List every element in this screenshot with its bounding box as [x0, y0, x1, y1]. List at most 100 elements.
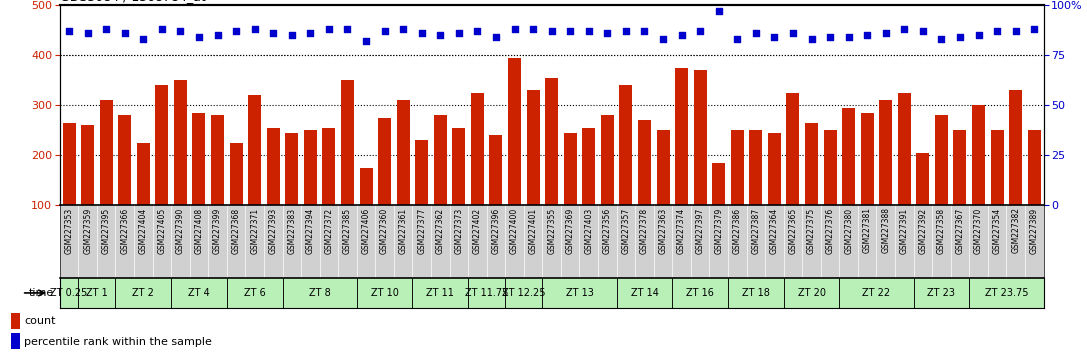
- Text: GSM227382: GSM227382: [1011, 207, 1021, 253]
- Point: [468, 28, 486, 34]
- Bar: [638, 120, 651, 255]
- Text: GSM227368: GSM227368: [232, 207, 240, 253]
- Text: ZT 8: ZT 8: [309, 288, 330, 298]
- Point: [765, 34, 783, 40]
- Text: GSM227394: GSM227394: [305, 207, 315, 254]
- Text: GSM227370: GSM227370: [974, 207, 983, 254]
- Bar: [916, 153, 929, 255]
- Bar: [505, 278, 542, 308]
- Text: GSM227358: GSM227358: [937, 207, 946, 253]
- Point: [822, 34, 839, 40]
- Bar: [898, 93, 911, 255]
- Bar: [171, 278, 227, 308]
- Point: [98, 27, 115, 32]
- Text: ZT 13: ZT 13: [565, 288, 594, 298]
- Text: GSM227389: GSM227389: [1029, 207, 1039, 253]
- Bar: [749, 130, 762, 255]
- Text: GSM227362: GSM227362: [436, 207, 445, 253]
- Bar: [489, 135, 502, 255]
- Bar: [990, 130, 1003, 255]
- Point: [970, 33, 987, 38]
- Bar: [672, 278, 728, 308]
- Text: GSM227379: GSM227379: [714, 207, 723, 254]
- Text: ZT 6: ZT 6: [243, 288, 265, 298]
- Text: GSM227363: GSM227363: [659, 207, 667, 254]
- Text: GSM227380: GSM227380: [845, 207, 853, 253]
- Bar: [805, 123, 819, 255]
- Point: [599, 30, 616, 36]
- Bar: [471, 93, 484, 255]
- Point: [395, 27, 412, 32]
- Bar: [542, 278, 616, 308]
- Point: [951, 34, 969, 40]
- Point: [1007, 28, 1024, 34]
- Point: [358, 39, 375, 44]
- Bar: [767, 133, 780, 255]
- Text: GSM227388: GSM227388: [882, 207, 890, 253]
- Point: [487, 34, 504, 40]
- Bar: [283, 278, 357, 308]
- Text: GSM227373: GSM227373: [454, 207, 463, 254]
- Text: GSM227391: GSM227391: [900, 207, 909, 253]
- Bar: [341, 80, 354, 255]
- Bar: [879, 100, 892, 255]
- Text: GSM227392: GSM227392: [919, 207, 927, 253]
- Text: GSM227377: GSM227377: [417, 207, 426, 254]
- Text: ZT 4: ZT 4: [188, 288, 210, 298]
- Bar: [675, 68, 688, 255]
- Bar: [11, 313, 20, 329]
- Bar: [526, 90, 539, 255]
- Point: [859, 33, 876, 38]
- Bar: [1027, 130, 1040, 255]
- Point: [339, 27, 357, 32]
- Text: GSM227372: GSM227372: [324, 207, 334, 253]
- Text: GSM227405: GSM227405: [158, 207, 166, 254]
- Bar: [285, 133, 298, 255]
- Point: [135, 36, 152, 42]
- Point: [784, 30, 801, 36]
- Point: [432, 33, 449, 38]
- Point: [227, 28, 245, 34]
- Point: [933, 36, 950, 42]
- Point: [376, 28, 393, 34]
- Bar: [415, 140, 428, 255]
- Point: [172, 28, 189, 34]
- Point: [246, 27, 263, 32]
- Text: ZT 12.25: ZT 12.25: [502, 288, 546, 298]
- Text: GSM227396: GSM227396: [491, 207, 500, 254]
- Bar: [174, 80, 187, 255]
- Bar: [616, 278, 672, 308]
- Text: ZT 20: ZT 20: [798, 288, 825, 298]
- Bar: [970, 278, 1044, 308]
- Text: time: time: [29, 288, 54, 298]
- Bar: [82, 125, 95, 255]
- Point: [505, 27, 523, 32]
- Bar: [784, 278, 839, 308]
- Bar: [913, 278, 970, 308]
- Point: [264, 30, 282, 36]
- Bar: [78, 278, 115, 308]
- Text: GSM227387: GSM227387: [751, 207, 760, 253]
- Bar: [583, 128, 596, 255]
- Point: [302, 30, 320, 36]
- Point: [153, 27, 171, 32]
- Text: GSM227393: GSM227393: [268, 207, 278, 254]
- Text: GSM227367: GSM227367: [955, 207, 964, 254]
- Point: [691, 28, 709, 34]
- Text: ZT 16: ZT 16: [686, 288, 714, 298]
- Text: GSM227383: GSM227383: [287, 207, 297, 253]
- Text: GSM227408: GSM227408: [195, 207, 203, 253]
- Point: [116, 30, 134, 36]
- Text: GSM227381: GSM227381: [863, 207, 872, 253]
- Text: GSM227404: GSM227404: [139, 207, 148, 254]
- Bar: [564, 133, 577, 255]
- Text: GSM227355: GSM227355: [547, 207, 557, 254]
- Bar: [412, 278, 468, 308]
- Bar: [842, 108, 855, 255]
- Text: GSM227376: GSM227376: [825, 207, 835, 254]
- Text: GSM227378: GSM227378: [640, 207, 649, 253]
- Bar: [11, 333, 20, 349]
- Point: [988, 28, 1005, 34]
- Bar: [211, 115, 224, 255]
- Text: GSM227361: GSM227361: [399, 207, 408, 253]
